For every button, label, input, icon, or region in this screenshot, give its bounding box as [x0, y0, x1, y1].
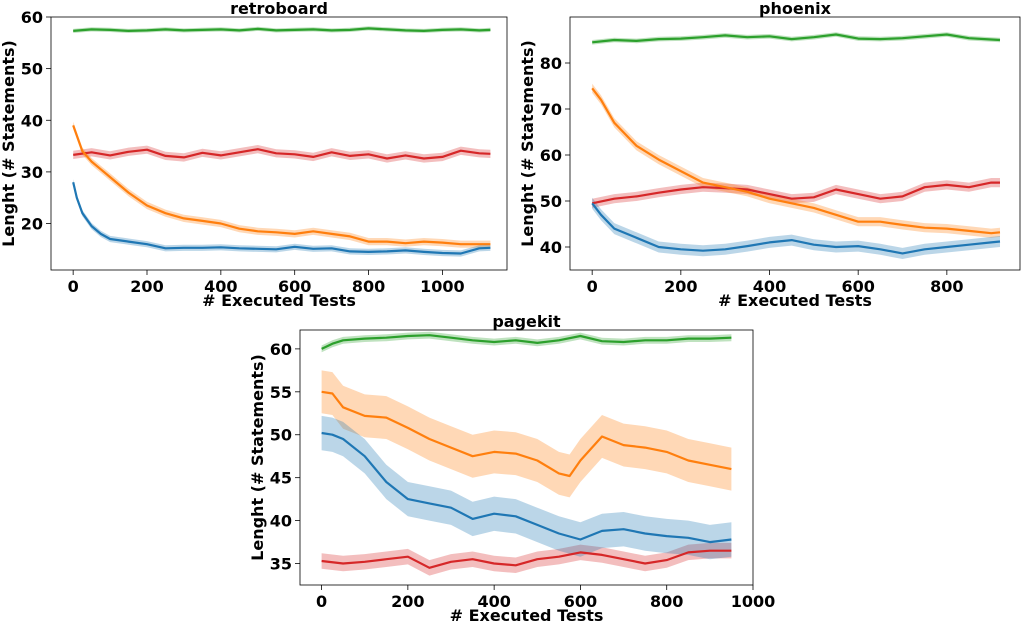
series-1-confidence-band: [592, 178, 1000, 208]
y-tick-label: 30: [21, 163, 43, 182]
pagekit-panel: 0 200 400 600 800 1000 35 40 45 50 55 60 pagekit # Ex…: [248, 312, 775, 621]
x-tick-label: 400: [753, 277, 786, 296]
series-1-confidence-band: [321, 542, 732, 576]
y-tick-label: 40: [270, 512, 292, 531]
series-1-line: [591, 181, 1000, 205]
panel-title: retroboard: [230, 0, 328, 18]
x-tick-label: 800: [650, 592, 683, 611]
y-tick-label: 80: [540, 54, 562, 73]
x-tick-label: 200: [664, 277, 697, 296]
x-tick-label: 800: [930, 277, 963, 296]
y-axis-label: Lenght (# Statements): [248, 354, 267, 561]
panel-title: pagekit: [492, 312, 561, 331]
x-tick-label: 400: [477, 592, 510, 611]
x-tick-label: 0: [68, 277, 79, 296]
series-3-confidence-band: [321, 415, 732, 560]
series-2-confidence-band: [592, 83, 1000, 238]
y-tick-label: 60: [540, 146, 562, 165]
phoenix-panel: 0 200 400 600 800 40 50 60 70 80 phoenix # Executed…: [518, 0, 1021, 310]
y-tick-label: 50: [270, 426, 292, 445]
x-tick-label: 600: [841, 277, 874, 296]
y-tick-label: 50: [540, 192, 562, 211]
x-axis-label: # Executed Tests: [718, 291, 872, 310]
series-2-line: [72, 125, 491, 246]
x-tick-label: 600: [564, 592, 597, 611]
series-2-line: [591, 87, 1001, 235]
y-axis-label: Lenght (# Statements): [518, 40, 537, 247]
y-tick-label: 50: [21, 60, 43, 79]
y-tick-label: 20: [21, 215, 43, 234]
x-tick-label: 200: [130, 277, 163, 296]
y-axis-label: Lenght (# Statements): [0, 40, 18, 247]
retroboard-panel: 0 200 400 600 800 1000 20 30 40 50 60 retroboard # E…: [0, 0, 508, 310]
y-tick-label: 35: [270, 555, 292, 574]
series-2-confidence-band: [73, 121, 491, 248]
series-0-line: [73, 27, 491, 32]
series-2-confidence-band: [321, 370, 732, 498]
plot-frame: [50, 16, 508, 271]
x-tick-label: 200: [391, 592, 424, 611]
plot-frame: [569, 16, 1021, 271]
panel-title: phoenix: [759, 0, 832, 18]
series-0-line: [321, 334, 732, 350]
plot-frame: [299, 329, 754, 586]
series-group: [321, 331, 732, 576]
series-1-line: [321, 549, 732, 569]
x-tick-label: 800: [352, 277, 385, 296]
series-3-line: [591, 202, 1001, 255]
x-tick-label: 1000: [731, 592, 776, 611]
y-tick-label: 60: [21, 8, 43, 27]
y-tick-label: 55: [270, 383, 292, 402]
series-3-line: [321, 431, 732, 544]
y-tick-label: 45: [270, 469, 292, 488]
x-tick-label: 1000: [420, 277, 465, 296]
series-3-line: [72, 181, 491, 255]
x-tick-label: 0: [316, 592, 327, 611]
x-axis-label: # Executed Tests: [450, 606, 604, 621]
x-tick-label: 0: [587, 277, 598, 296]
x-tick-label: 400: [204, 277, 237, 296]
series-1-line: [73, 148, 491, 160]
y-tick-label: 40: [540, 238, 562, 257]
series-group: [591, 32, 1001, 259]
x-axis-label: # Executed Tests: [202, 291, 356, 310]
y-tick-label: 60: [270, 340, 292, 359]
series-2-line: [321, 390, 732, 478]
x-tick-label: 600: [278, 277, 311, 296]
series-group: [72, 26, 491, 257]
y-tick-label: 70: [540, 100, 562, 119]
y-tick-label: 40: [21, 111, 43, 130]
series-0-line: [592, 33, 1001, 44]
